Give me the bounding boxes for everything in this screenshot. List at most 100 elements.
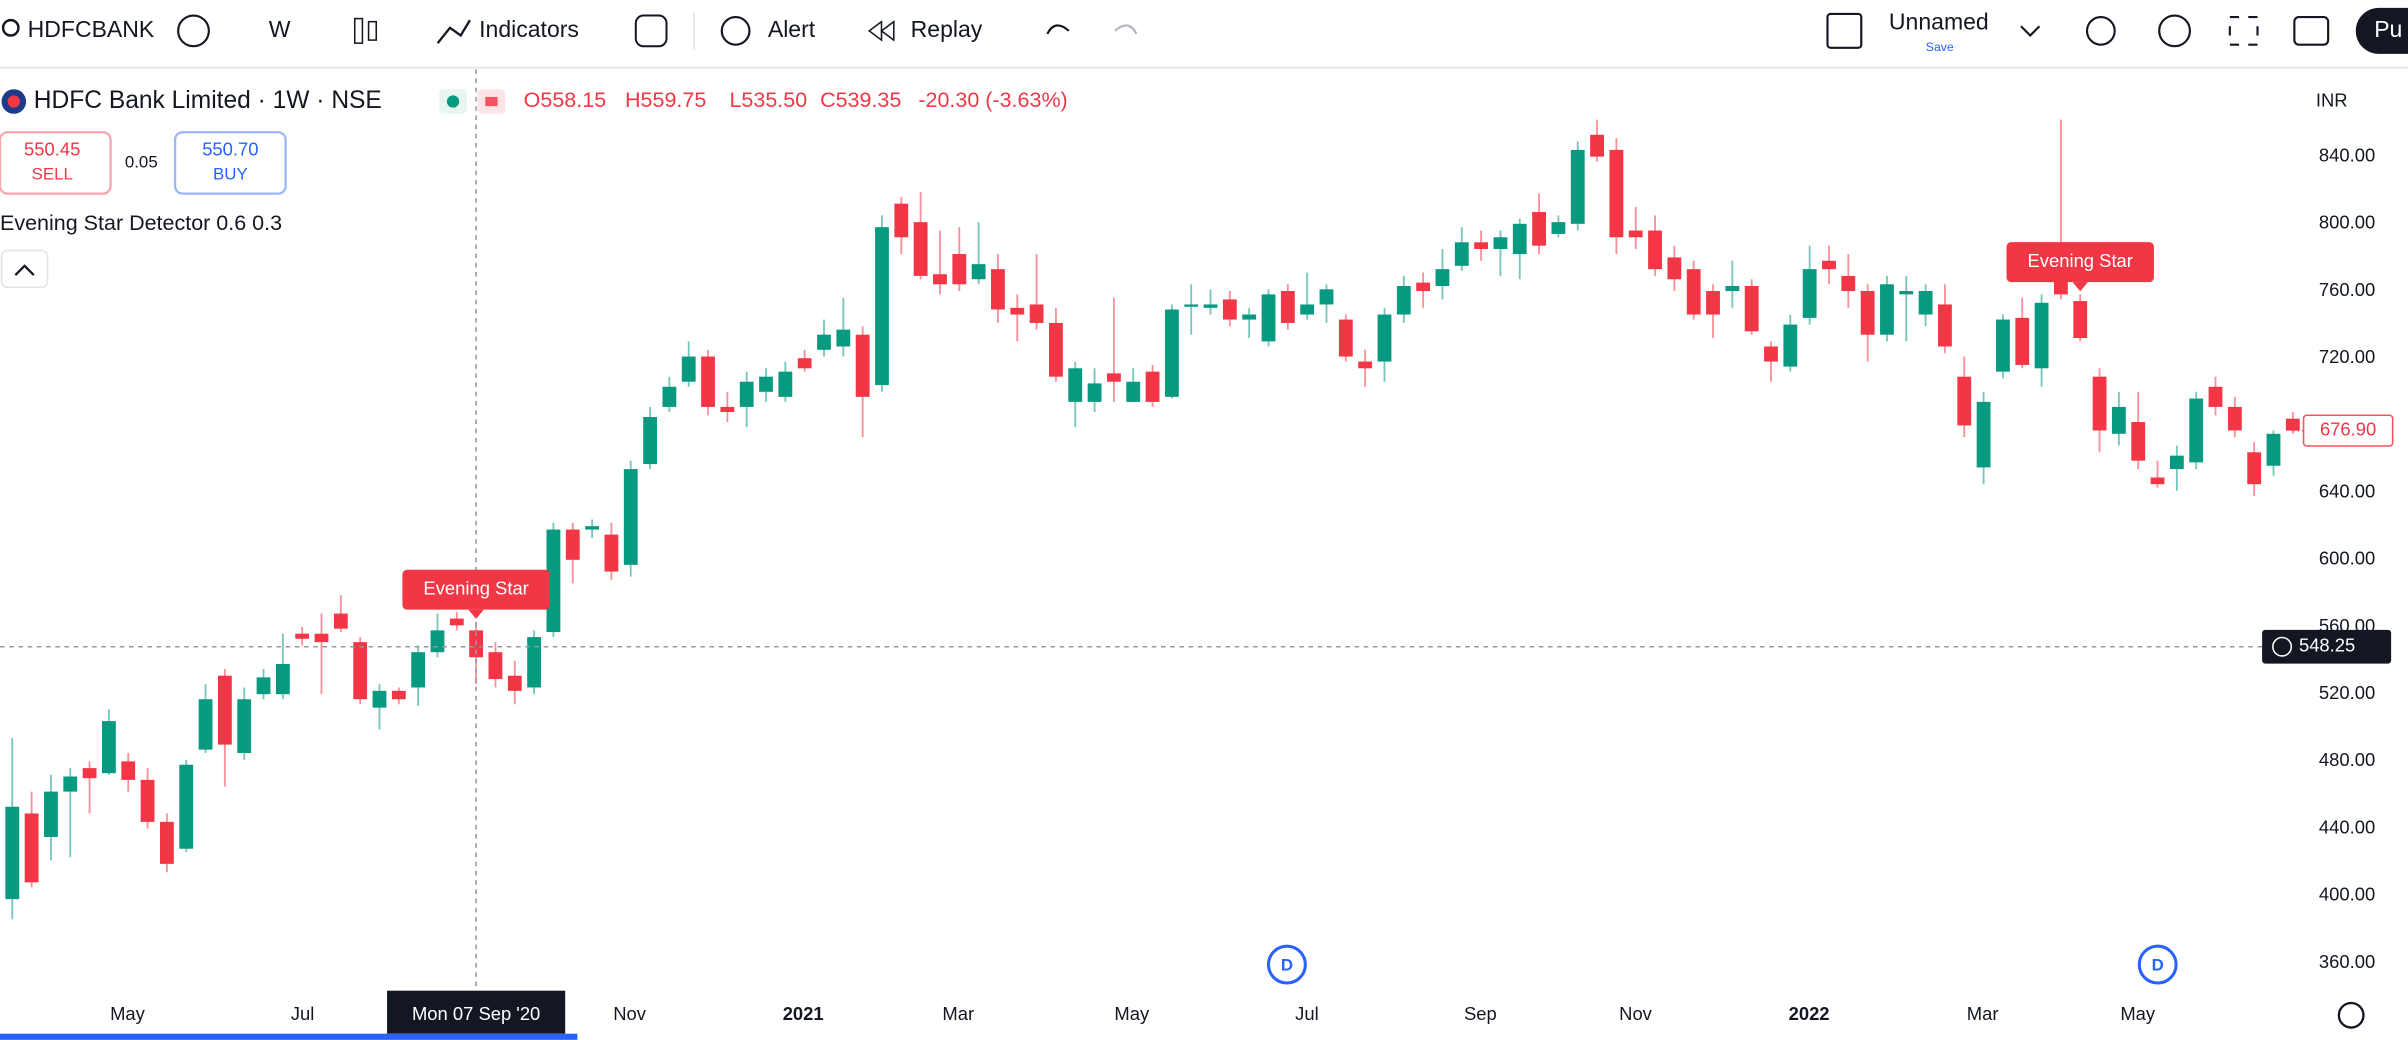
y-tick-label: 520.00 bbox=[2319, 682, 2375, 703]
candle-body bbox=[1280, 291, 1295, 323]
candle-body bbox=[1338, 319, 1353, 357]
candle-body bbox=[411, 652, 426, 688]
candle-body bbox=[1744, 285, 1759, 332]
candle-body bbox=[198, 699, 213, 750]
save-label[interactable]: Save bbox=[1926, 40, 1954, 54]
undo-icon[interactable] bbox=[1046, 24, 1070, 35]
candle-body bbox=[2285, 418, 2300, 431]
candle-body bbox=[623, 469, 638, 565]
templates-icon[interactable] bbox=[634, 14, 668, 48]
last-price-label: 676.90 bbox=[2320, 418, 2376, 439]
x-tick-label: 2021 bbox=[783, 1003, 824, 1024]
x-tick-label: May bbox=[2120, 1003, 2156, 1024]
sell-button[interactable] bbox=[0, 131, 112, 195]
candle-body bbox=[1377, 314, 1392, 362]
publish-button[interactable] bbox=[2355, 7, 2408, 54]
candle-body bbox=[1551, 222, 1566, 234]
quick-search-icon[interactable] bbox=[2085, 15, 2116, 46]
candle-body bbox=[507, 675, 522, 691]
crosshair-date-box bbox=[387, 990, 566, 1034]
candle-body bbox=[991, 269, 1005, 310]
candle-body bbox=[1300, 304, 1315, 315]
redo-icon[interactable] bbox=[1114, 24, 1138, 35]
candle-body bbox=[430, 630, 445, 653]
chart-type-icon[interactable] bbox=[353, 17, 364, 44]
layout-icon[interactable] bbox=[1826, 12, 1863, 49]
candle-body bbox=[2034, 302, 2049, 369]
candle-body bbox=[1319, 289, 1334, 305]
settings-icon[interactable] bbox=[2158, 14, 2192, 48]
dividend-marker[interactable] bbox=[1266, 944, 1307, 985]
sell-price[interactable]: 550.45 bbox=[24, 139, 80, 160]
dividend-letter[interactable]: D bbox=[1281, 956, 1293, 975]
candle-body bbox=[333, 613, 348, 629]
snapshot-icon[interactable] bbox=[2293, 15, 2330, 46]
dividend-letter[interactable]: D bbox=[2152, 956, 2164, 975]
y-tick-label: 400.00 bbox=[2319, 884, 2375, 905]
candle-body bbox=[1706, 291, 1720, 315]
indicators-icon[interactable] bbox=[436, 19, 471, 44]
collapse-icon[interactable] bbox=[14, 264, 35, 276]
candle-body bbox=[1029, 304, 1044, 323]
candle-body bbox=[1493, 237, 1508, 250]
legend-low: L535.50 bbox=[729, 88, 807, 112]
symbol[interactable]: HDFCBANK bbox=[28, 16, 155, 42]
candle-body bbox=[488, 652, 503, 680]
sell-label[interactable]: SELL bbox=[32, 165, 73, 184]
candle-body bbox=[643, 417, 657, 465]
market-status-dot bbox=[446, 95, 460, 108]
legend-title: HDFC Bank Limited · 1W · NSE bbox=[34, 87, 382, 114]
spread: 0.05 bbox=[125, 152, 158, 171]
candle-body bbox=[662, 386, 677, 407]
alert-icon[interactable] bbox=[720, 15, 751, 46]
candle-body bbox=[1938, 304, 1952, 347]
chart-type-icon[interactable] bbox=[367, 20, 378, 41]
candle-body bbox=[2131, 422, 2146, 461]
buy-button[interactable] bbox=[173, 131, 287, 195]
candle-body bbox=[836, 329, 851, 347]
crosshair-price-box bbox=[2262, 629, 2392, 664]
candle-body bbox=[2189, 398, 2204, 463]
candle-body bbox=[952, 254, 967, 285]
alert-button[interactable]: Alert bbox=[768, 16, 816, 42]
candle-body bbox=[778, 371, 793, 397]
candle-body bbox=[372, 690, 387, 708]
candle-body bbox=[1899, 291, 1914, 295]
compare-icon[interactable] bbox=[177, 14, 210, 48]
fullscreen-icon[interactable] bbox=[2228, 15, 2259, 46]
buy-label[interactable]: BUY bbox=[213, 165, 248, 184]
layout-menu[interactable] bbox=[2020, 25, 2041, 38]
candle-body bbox=[1416, 282, 1431, 292]
candle-body bbox=[759, 376, 773, 392]
candle-body bbox=[894, 203, 909, 238]
indicators-button[interactable]: Indicators bbox=[479, 16, 579, 42]
y-tick-label: 480.00 bbox=[2319, 749, 2375, 770]
candle-body bbox=[353, 642, 368, 700]
replay-icon[interactable] bbox=[880, 20, 895, 42]
candle-body bbox=[391, 690, 406, 700]
search-icon[interactable] bbox=[1, 18, 20, 37]
dividend-marker[interactable] bbox=[2137, 944, 2178, 985]
candle-body bbox=[1802, 269, 1817, 318]
candle-body bbox=[1396, 285, 1411, 315]
candle-body bbox=[1106, 373, 1121, 382]
layout-name[interactable]: Unnamed bbox=[1889, 8, 1989, 34]
collapse-button[interactable] bbox=[0, 249, 49, 289]
axis-settings[interactable] bbox=[2337, 1001, 2365, 1029]
candle-body bbox=[1532, 212, 1546, 246]
replay-button[interactable]: Replay bbox=[911, 16, 983, 42]
candle-body bbox=[295, 633, 310, 639]
candle-body bbox=[1164, 309, 1179, 397]
interval[interactable]: W bbox=[269, 16, 291, 42]
candle-body bbox=[2247, 452, 2262, 485]
replay-icon[interactable] bbox=[867, 20, 883, 42]
publish-label[interactable]: Pu bbox=[2374, 16, 2402, 42]
candle-body bbox=[1918, 291, 1933, 315]
candle-body bbox=[5, 806, 20, 900]
candle-body bbox=[1068, 368, 1083, 402]
candle-body bbox=[140, 779, 155, 822]
buy-price[interactable]: 550.70 bbox=[202, 139, 258, 160]
toolbar: HDFCBANK W Indicators Alert Replay Unnam… bbox=[0, 7, 2408, 69]
candle-body bbox=[1996, 319, 2010, 372]
annotation-box bbox=[2006, 242, 2154, 283]
